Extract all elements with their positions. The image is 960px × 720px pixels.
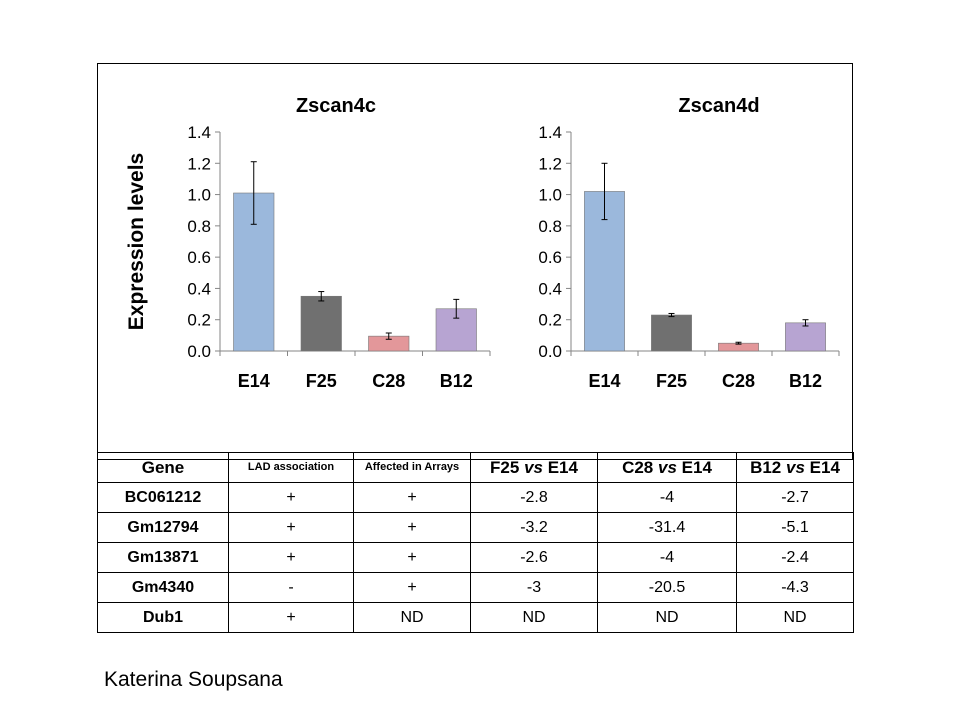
column-header: LAD association <box>228 452 354 483</box>
table-cell: -3 <box>470 572 598 603</box>
table-cell: + <box>228 542 354 573</box>
table-row: Dub1 + ND ND ND ND <box>97 602 854 633</box>
gene-name-cell: Gm4340 <box>97 572 229 603</box>
y-axis-label: Expression levels <box>125 153 148 330</box>
column-header: Gene <box>97 452 229 483</box>
gene-name-cell: Gm13871 <box>97 542 229 573</box>
table-cell: -31.4 <box>597 512 737 543</box>
gene-name-cell: BC061212 <box>97 482 229 513</box>
chart-title-1: Zscan4d <box>678 95 759 117</box>
y-tick-label: 0.8 <box>538 217 562 236</box>
y-tick-label: 1.2 <box>187 154 211 173</box>
column-header: C28 vs E14 <box>597 452 737 483</box>
table-cell: + <box>353 512 471 543</box>
y-tick-label: 0.4 <box>187 279 211 298</box>
category-label-E14: E14 <box>588 371 620 391</box>
y-tick-label: 1.4 <box>538 123 562 142</box>
bar-charts: Zscan4c Expression levels 0.0 0.2 0.4 0.6 0.8 1… <box>125 95 840 391</box>
y-tick-label: 0.6 <box>538 248 562 267</box>
table-cell: ND <box>736 602 854 633</box>
gene-name-cell: Dub1 <box>97 602 229 633</box>
category-label-F25: F25 <box>306 371 337 391</box>
gene-name-cell: Gm12794 <box>97 512 229 543</box>
table-cell: ND <box>597 602 737 633</box>
category-label-B12: B12 <box>789 371 822 391</box>
table-cell: -4.3 <box>736 572 854 603</box>
bar-B12 <box>785 322 826 352</box>
category-label-C28: C28 <box>372 371 405 391</box>
y-tick-label: 0.4 <box>538 279 562 298</box>
table-row: Gm13871 + + -2.6 -4 -2.4 <box>97 542 854 573</box>
category-label-F25: F25 <box>656 371 687 391</box>
chart-panel: Zscan4c Expression levels 0.0 0.2 0.4 0.6 0.8 1… <box>97 63 853 460</box>
author-name: Katerina Soupsana <box>104 668 283 691</box>
table-cell: -2.8 <box>470 482 598 513</box>
y-tick-label: 1.4 <box>187 123 211 142</box>
bar-F25 <box>300 295 342 352</box>
table-cell: + <box>353 482 471 513</box>
category-label-B12: B12 <box>440 371 473 391</box>
table-cell: -5.1 <box>736 512 854 543</box>
table-cell: + <box>228 602 354 633</box>
chart-title-0: Zscan4c <box>296 95 376 117</box>
expression-table: Gene LAD association Affected in Arrays F25… <box>97 452 854 633</box>
y-tick-label: 1.0 <box>187 186 211 205</box>
table-row: Gm4340- + -3 -20.5 -4.3 <box>97 572 854 603</box>
table-cell: - <box>228 572 354 603</box>
y-tick-label: 0.2 <box>538 311 562 330</box>
table-cell: -4 <box>597 542 737 573</box>
table-cell: + <box>228 512 354 543</box>
table-cell: -2.7 <box>736 482 854 513</box>
column-header: B12 vs E14 <box>736 452 854 483</box>
table-cell: -20.5 <box>597 572 737 603</box>
table-cell: ND <box>353 602 471 633</box>
table-cell: -2.4 <box>736 542 854 573</box>
column-header: F25 vs E14 <box>470 452 598 483</box>
y-tick-label: 0.8 <box>187 217 211 236</box>
table-cell: -2.6 <box>470 542 598 573</box>
y-tick-label: 1.0 <box>538 186 562 205</box>
table-cell: ND <box>470 602 598 633</box>
y-tick-label: 0.0 <box>538 342 562 361</box>
table-header-row: Gene LAD association Affected in Arrays F25… <box>97 452 854 483</box>
y-tick-label: 0.6 <box>187 248 211 267</box>
table-row: BC061212 + + -2.8 -4 -2.7 <box>97 482 854 513</box>
table-cell: + <box>353 572 471 603</box>
table-cell: -4 <box>597 482 737 513</box>
y-tick-label: 0.2 <box>187 311 211 330</box>
bar-F25 <box>651 314 692 352</box>
table-body: BC061212 + + -2.8 -4 -2.7 Gm12794 + + -3.2 -31.4 -5… <box>97 482 854 633</box>
table-cell: + <box>353 542 471 573</box>
table-row: Gm12794 + + -3.2 -31.4 -5.1 <box>97 512 854 543</box>
table-cell: + <box>228 482 354 513</box>
category-label-E14: E14 <box>238 371 270 391</box>
y-tick-label: 0.0 <box>187 342 211 361</box>
table-cell: -3.2 <box>470 512 598 543</box>
category-label-C28: C28 <box>722 371 755 391</box>
column-header: Affected in Arrays <box>353 452 471 483</box>
y-tick-label: 1.2 <box>538 154 562 173</box>
